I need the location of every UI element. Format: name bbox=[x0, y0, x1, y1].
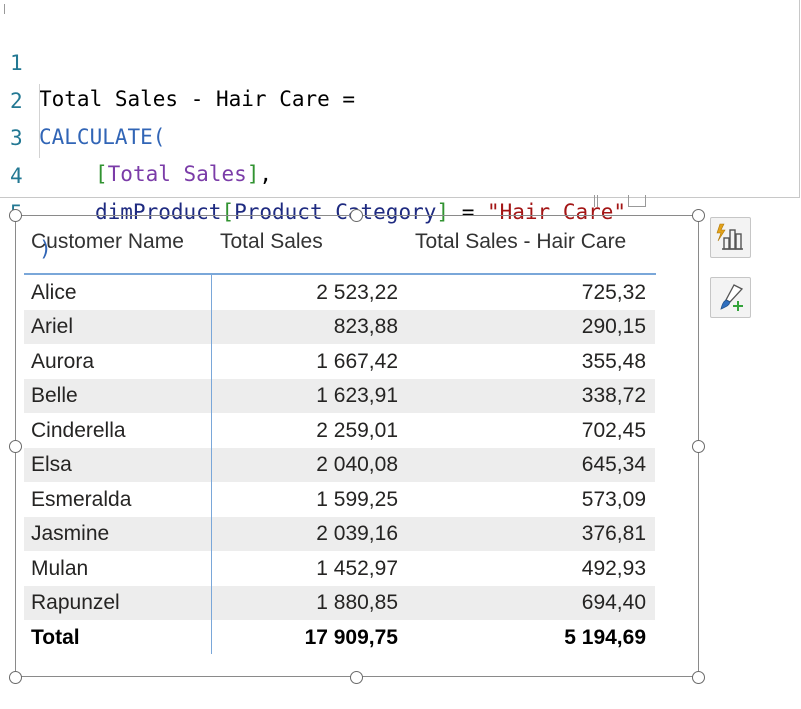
cell-total-sales: 823,88 bbox=[333, 315, 398, 338]
cell-total-sales-hair-care: 290,15 bbox=[581, 315, 646, 338]
resize-handle-bottom[interactable] bbox=[350, 671, 363, 684]
column-reference: Product Category bbox=[234, 200, 437, 224]
cell-total-sales: 2 523,22 bbox=[316, 281, 398, 304]
cell-total-sales: 1 623,91 bbox=[316, 384, 398, 407]
visual-header-icons bbox=[592, 195, 652, 209]
cell-total-sales-hair-care: 645,34 bbox=[581, 453, 646, 476]
cell-total-sales: 1 452,97 bbox=[316, 557, 398, 580]
table-reference: dimProduct bbox=[95, 200, 222, 224]
cell-customer-name: Esmeralda bbox=[31, 488, 132, 511]
line-number: 1 bbox=[10, 51, 23, 75]
string-literal: "Hair Care" bbox=[486, 200, 627, 224]
focus-mode-icon[interactable] bbox=[628, 195, 646, 207]
table-row: Belle 1 623,91 338,72 bbox=[24, 379, 655, 413]
line-number: 4 bbox=[10, 164, 23, 188]
cell-customer-name: Ariel bbox=[31, 315, 74, 338]
line-number: 2 bbox=[10, 89, 23, 113]
cell-total-sales: 1 880,85 bbox=[316, 591, 398, 614]
resize-handle-top[interactable] bbox=[350, 209, 363, 222]
cell-total-sales-hair-care: 338,72 bbox=[581, 384, 646, 407]
cell-customer-name: Alice bbox=[31, 281, 77, 304]
smart-narrative-button[interactable] bbox=[710, 217, 751, 258]
cell-total-sales-hair-care: 573,09 bbox=[581, 488, 646, 511]
cell-total-sales: 1 667,42 bbox=[316, 350, 398, 373]
pin-icon[interactable] bbox=[594, 195, 598, 207]
column-header-customer-name[interactable]: Customer Name bbox=[31, 230, 184, 253]
cell-total-sales-hair-care: 492,93 bbox=[581, 557, 646, 580]
table-row: Elsa 2 040,08 645,34 bbox=[24, 448, 655, 482]
cell-customer-name: Mulan bbox=[31, 557, 89, 580]
function-calculate: CALCULATE bbox=[39, 125, 153, 149]
cell-customer-name: Cinderella bbox=[31, 419, 126, 442]
code-line-2: 2 CALCULATE( bbox=[0, 47, 165, 149]
comma: , bbox=[259, 162, 273, 186]
equals-operator: = bbox=[449, 200, 487, 224]
format-paintbrush-icon bbox=[720, 284, 744, 311]
column-header-total-sales[interactable]: Total Sales bbox=[220, 230, 323, 253]
resize-handle-top-right[interactable] bbox=[692, 209, 705, 222]
cell-total-sales: 2 039,16 bbox=[316, 522, 398, 545]
measure-reference: Total Sales bbox=[107, 162, 247, 186]
table-row: Mulan 1 452,97 492,93 bbox=[24, 552, 655, 586]
resize-handle-bottom-right[interactable] bbox=[692, 671, 705, 684]
table-total-row: Total 17 909,75 5 194,69 bbox=[24, 621, 655, 655]
bracket-open: [ bbox=[221, 200, 235, 224]
table-row: Alice 2 523,22 725,32 bbox=[24, 276, 655, 310]
cell-total-sales: 2 259,01 bbox=[316, 419, 398, 442]
cell-customer-name: Belle bbox=[31, 384, 78, 407]
bracket-close: ] bbox=[246, 162, 260, 186]
editor-corner-mark bbox=[4, 4, 7, 14]
cell-total-sales-hair-care: 702,45 bbox=[581, 419, 646, 442]
cell-total-sales-hair-care: 376,81 bbox=[581, 522, 646, 545]
resize-handle-bottom-left[interactable] bbox=[9, 671, 22, 684]
column-divider bbox=[211, 273, 212, 654]
header-rule bbox=[24, 273, 656, 275]
resize-handle-left[interactable] bbox=[9, 440, 22, 453]
cell-customer-name: Jasmine bbox=[31, 522, 110, 545]
resize-handle-top-left[interactable] bbox=[9, 209, 22, 222]
cell-total-sales-sum: 17 909,75 bbox=[304, 626, 398, 649]
cell-total-label: Total bbox=[31, 626, 80, 649]
line-number: 3 bbox=[10, 126, 23, 150]
table-row: Rapunzel 1 880,85 694,40 bbox=[24, 586, 655, 620]
code-line-1: 1 Total Sales - Hair Care = bbox=[0, 9, 355, 111]
bracket-open: [ bbox=[95, 162, 108, 186]
code-line-3: 3 [Total Sales], bbox=[0, 84, 272, 186]
table-row: Esmeralda 1 599,25 573,09 bbox=[24, 483, 655, 517]
smart-narrative-chart-icon bbox=[716, 223, 743, 250]
column-header-total-sales-hair-care[interactable]: Total Sales - Hair Care bbox=[415, 230, 627, 253]
cell-customer-name: Rapunzel bbox=[31, 591, 120, 614]
table-row: Cinderella 2 259,01 702,45 bbox=[24, 414, 655, 448]
code-line-5: 5 ) bbox=[0, 159, 52, 261]
cell-total-sales: 2 040,08 bbox=[316, 453, 398, 476]
cell-customer-name: Elsa bbox=[31, 453, 72, 476]
dax-formula-editor[interactable]: 1 Total Sales - Hair Care = 2 CALCULATE(… bbox=[0, 0, 800, 261]
table-row: Ariel 823,88 290,15 bbox=[24, 310, 655, 344]
table-row: Jasmine 2 039,16 376,81 bbox=[24, 517, 655, 551]
cell-total-sales: 1 599,25 bbox=[316, 488, 398, 511]
indent-guide bbox=[39, 84, 40, 158]
bracket-close: ] bbox=[436, 200, 450, 224]
cell-customer-name: Aurora bbox=[31, 350, 95, 373]
cell-total-sales-hair-care-sum: 5 194,69 bbox=[564, 626, 646, 649]
table-row: Aurora 1 667,42 355,48 bbox=[24, 345, 655, 379]
open-paren: ( bbox=[152, 125, 166, 149]
close-paren: ) bbox=[39, 237, 52, 261]
measure-definition: Total Sales - Hair Care = bbox=[39, 87, 356, 111]
resize-handle-right[interactable] bbox=[692, 440, 705, 453]
code-line-4: 4 dimProduct[Product Category] = "Hair C… bbox=[0, 122, 626, 224]
format-visual-button[interactable] bbox=[710, 277, 751, 318]
cell-total-sales-hair-care: 694,40 bbox=[581, 591, 646, 614]
cell-total-sales-hair-care: 725,32 bbox=[581, 281, 646, 304]
cell-total-sales-hair-care: 355,48 bbox=[581, 350, 646, 373]
